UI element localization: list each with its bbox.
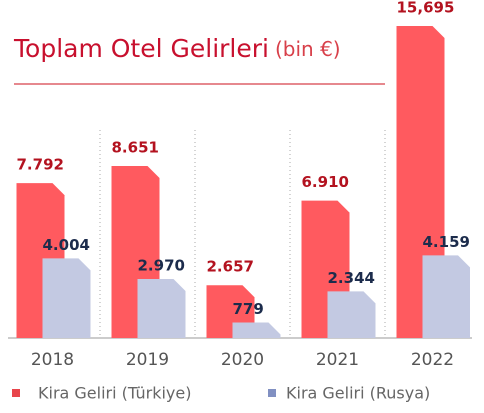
value-label: 7.792 bbox=[17, 156, 64, 174]
value-label: 8.651 bbox=[112, 139, 159, 157]
value-label: 4.004 bbox=[43, 236, 90, 254]
legend-marker bbox=[12, 389, 20, 397]
value-label: 4.159 bbox=[423, 233, 470, 251]
chart-title-group: Toplam Otel Gelirleri (bin €) bbox=[13, 34, 341, 63]
value-label: 779 bbox=[233, 300, 264, 318]
legend-marker bbox=[268, 389, 276, 397]
bar bbox=[232, 322, 281, 338]
bar bbox=[137, 278, 186, 338]
bar bbox=[327, 291, 376, 338]
value-label: 2.970 bbox=[138, 256, 185, 274]
value-label: 15,695 bbox=[397, 0, 455, 17]
x-tick-label: 2021 bbox=[316, 350, 359, 370]
bar bbox=[42, 258, 91, 338]
bar bbox=[422, 255, 470, 338]
x-tick-label: 2020 bbox=[221, 350, 264, 370]
legend-label: Kira Geliri (Rusya) bbox=[286, 384, 430, 403]
x-tick-label: 2019 bbox=[126, 350, 169, 370]
value-label: 2.344 bbox=[328, 269, 375, 287]
x-tick-label: 2018 bbox=[31, 350, 74, 370]
x-tick-label: 2022 bbox=[411, 350, 454, 370]
value-label: 2.657 bbox=[207, 258, 254, 276]
chart-subtitle: (bin €) bbox=[275, 37, 341, 61]
legend-label: Kira Geliri (Türkiye) bbox=[38, 384, 191, 403]
chart-title: Toplam Otel Gelirleri bbox=[13, 34, 269, 63]
value-label: 6.910 bbox=[302, 173, 349, 191]
